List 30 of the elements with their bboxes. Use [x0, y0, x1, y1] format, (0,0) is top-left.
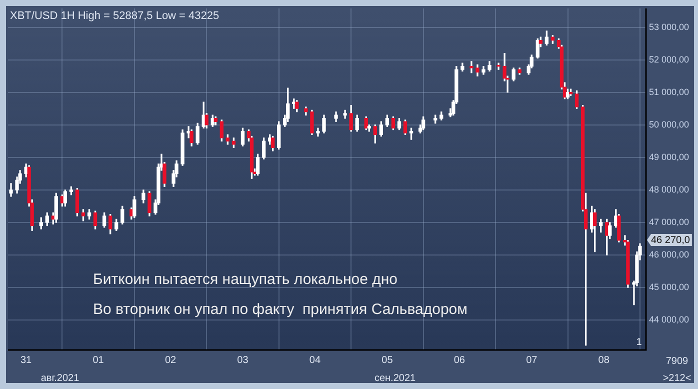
text: >212< [662, 372, 692, 384]
x-tick-label: 03 [237, 354, 249, 366]
y-tick-label: 45 000,00 [649, 282, 690, 292]
x-tick-label: 02 [164, 354, 177, 366]
x-tick-label: 04 [309, 354, 321, 366]
annotation: Во вторник он упал по факту принятия Сальвадором [93, 301, 468, 318]
text: 7909 [666, 356, 689, 367]
candlestick [496, 62, 500, 70]
x-tick-label: 07 [526, 354, 538, 366]
y-tick-label: 46 000,00 [649, 249, 690, 260]
y-tick-label: 51 000,00 [649, 86, 690, 97]
x-tick-label: 01 [92, 354, 104, 366]
text: сен.2021 [374, 372, 416, 384]
x-tick-label: 31 [20, 354, 32, 366]
chart-title: XBT/USD 1H High = 52887,5 Low = 43225 [10, 10, 220, 22]
annotation: 1 [636, 336, 642, 348]
y-tick-label: 47 000,00 [649, 216, 690, 227]
x-tick-label: 08 [598, 354, 610, 366]
x-tick-label: 06 [454, 354, 466, 366]
y-tick-label: 49 000,00 [649, 152, 690, 162]
x-tick-label: 05 [382, 354, 394, 366]
y-tick-label: 52 000,00 [649, 54, 690, 64]
annotation: Биткоин пытается нащупать локальное дно [93, 271, 398, 288]
text: авг.2021 [40, 372, 80, 384]
text: 46 270,0 [651, 234, 690, 246]
candlestick [470, 61, 474, 74]
y-tick-label: 44 000,00 [649, 314, 690, 325]
y-tick-label: 50 000,00 [649, 119, 690, 130]
y-tick-label: 53 000,00 [649, 22, 690, 32]
y-tick-label: 48 000,00 [649, 184, 690, 194]
